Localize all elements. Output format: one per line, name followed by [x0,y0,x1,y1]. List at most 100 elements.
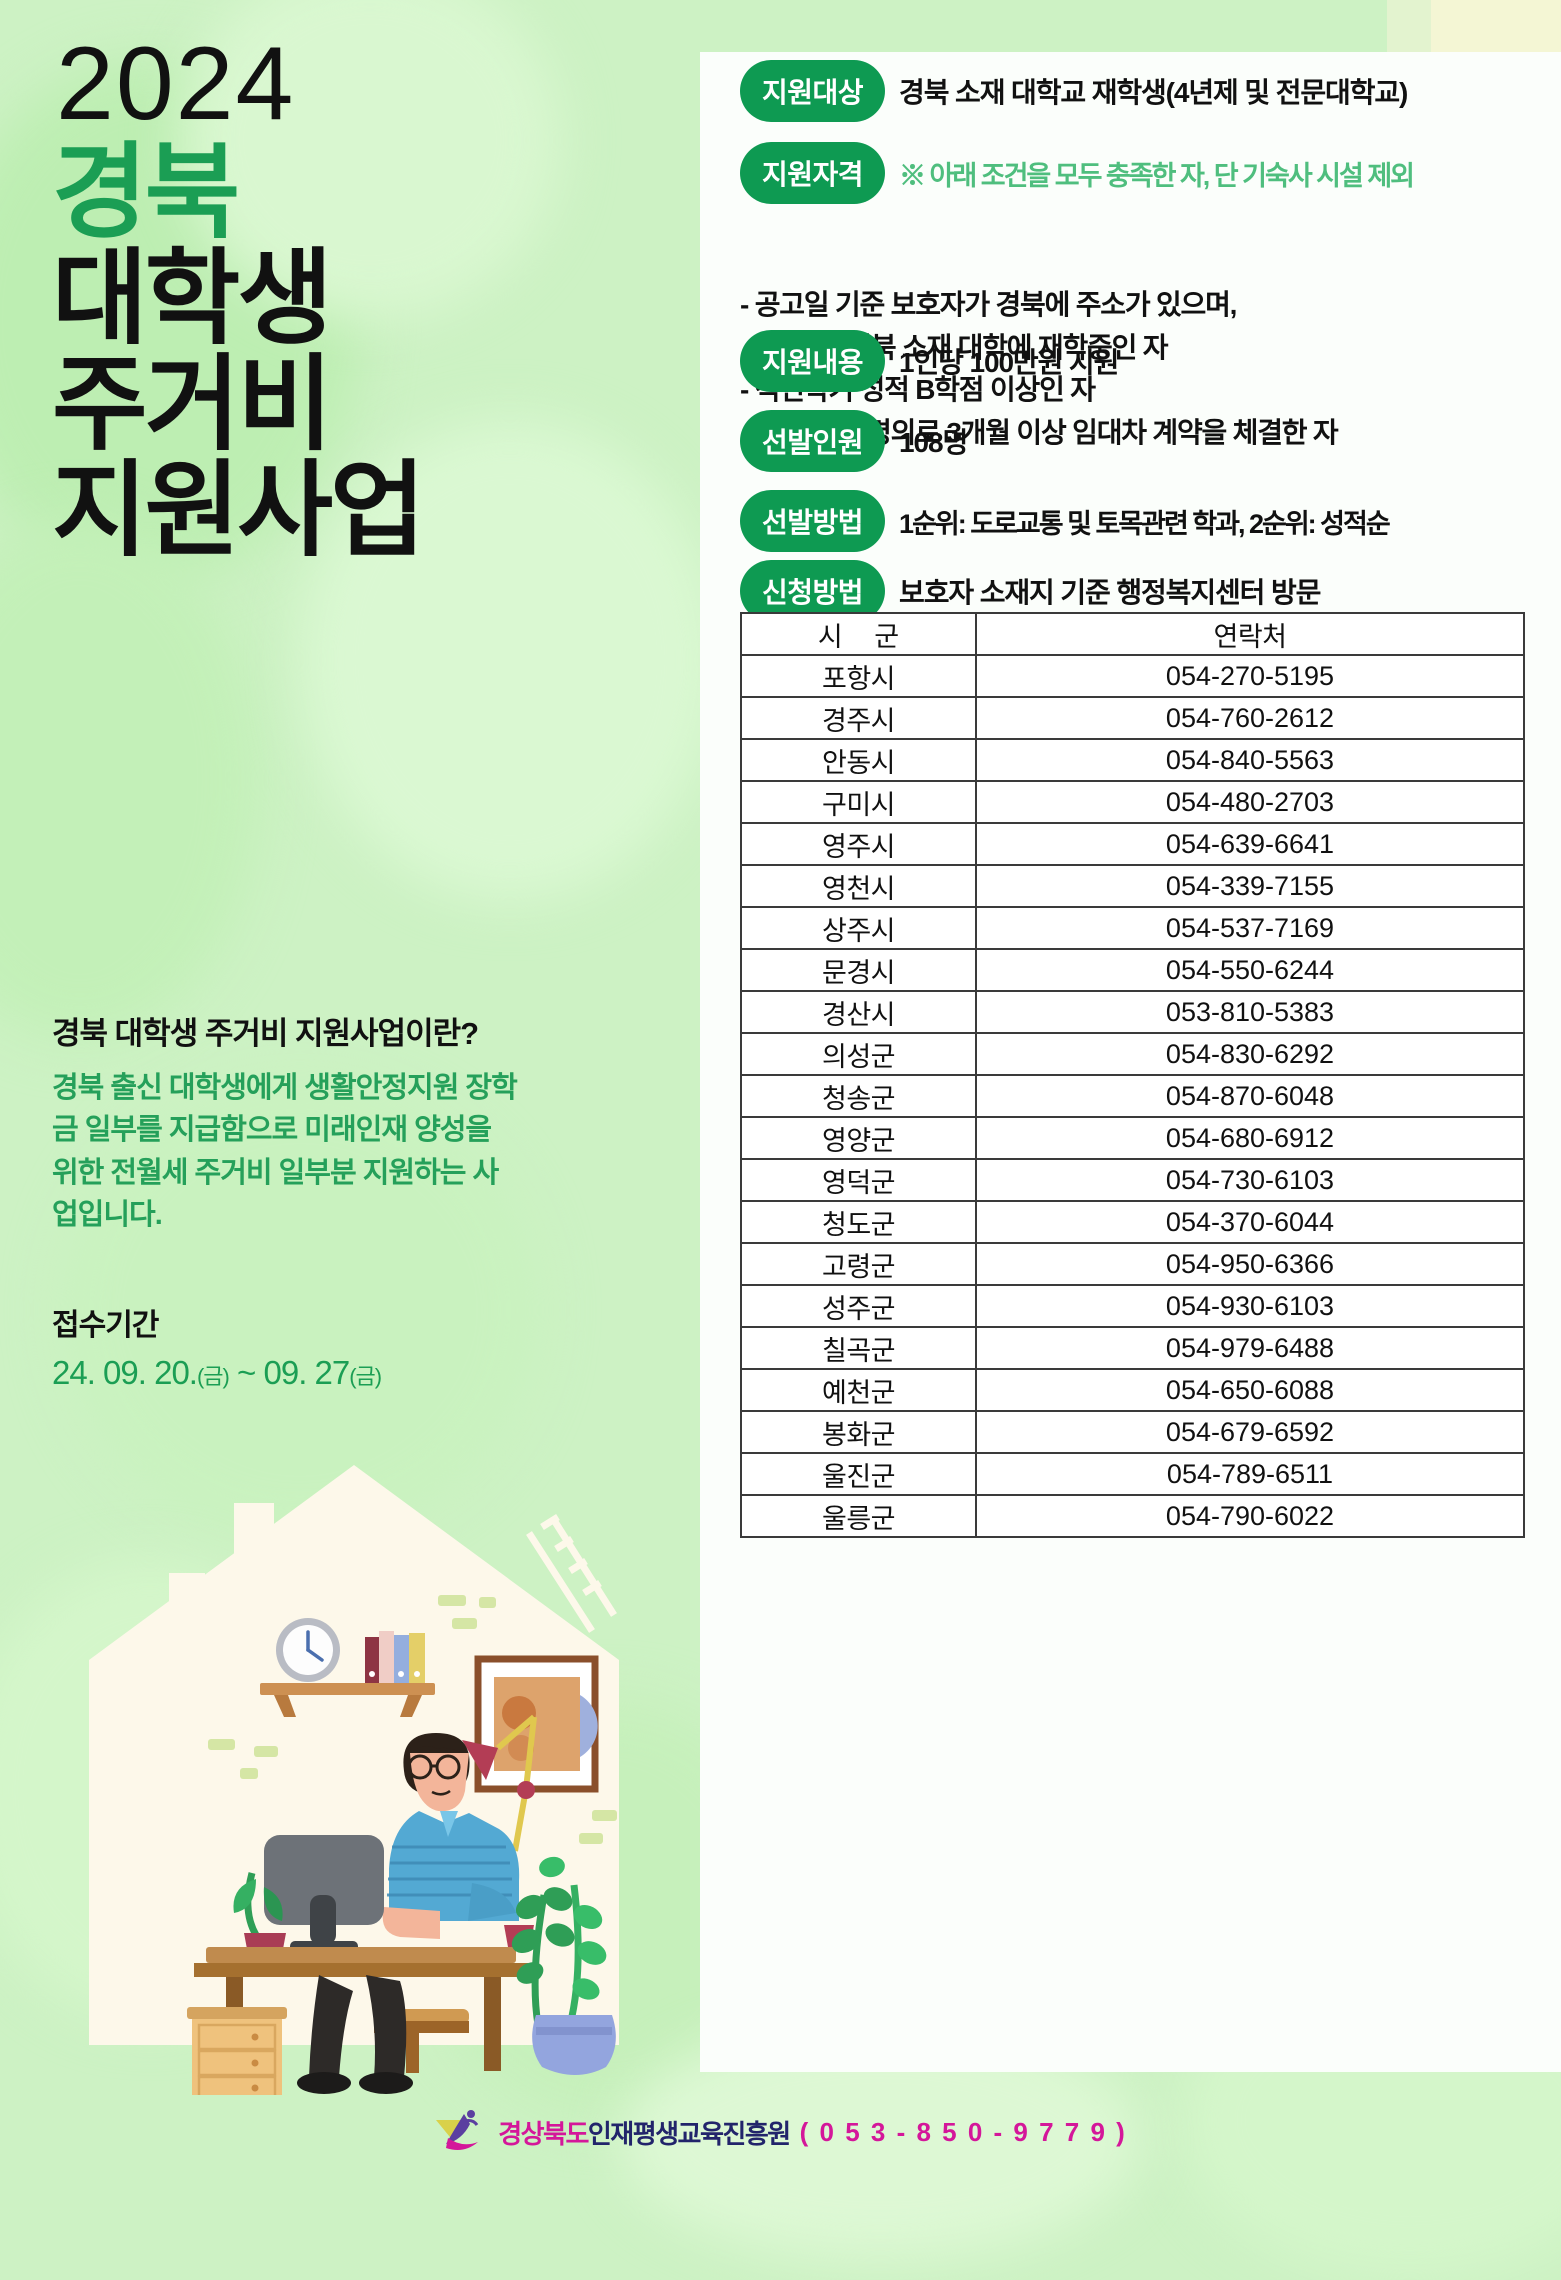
cell-sigun: 포항시 [740,654,977,698]
table-row: 경산시 053-810-5383 [740,990,1525,1034]
table-row: 상주시 054-537-7169 [740,906,1525,950]
cell-contact: 054-650-6088 [975,1368,1525,1412]
cell-contact: 054-870-6048 [975,1074,1525,1118]
cell-sigun: 구미시 [740,780,977,824]
period-end: 09. 27 [263,1354,350,1391]
corner-accent-green [1387,0,1431,58]
header-sigun: 시 군 [740,612,977,656]
cell-sigun: 울릉군 [740,1494,977,1538]
cell-sigun: 봉화군 [740,1410,977,1454]
cell-contact: 054-537-7169 [975,906,1525,950]
cell-contact: 054-789-6511 [975,1452,1525,1496]
target-value: 경북 소재 대학교 재학생(4년제 및 전문대학교) [899,77,1408,108]
eligibility-value: ※ 아래 조건을 모두 충족한 자, 단 기숙사 시설 제외 [899,160,1415,191]
cell-contact: 053-810-5383 [975,990,1525,1034]
table-row: 의성군 054-830-6292 [740,1032,1525,1076]
table-row: 영덕군 054-730-6103 [740,1158,1525,1202]
cell-contact: 054-830-6292 [975,1032,1525,1076]
cell-sigun: 칠곡군 [740,1326,977,1370]
title-line-4: 지원사업 [52,453,426,570]
cell-contact: 054-679-6592 [975,1410,1525,1454]
cell-contact: 054-790-6022 [975,1494,1525,1538]
title-line-3: 주거비 [52,347,333,464]
contact-table: 시 군 연락처 포항시 054-270-5195 경주시 054-760-2612 안동… [740,612,1525,1538]
table-row: 청송군 054-870-6048 [740,1074,1525,1118]
period-start-dow: (금) [196,1364,230,1389]
cell-contact: 054-639-6641 [975,822,1525,866]
contact-table-body: 포항시 054-270-5195 경주시 054-760-2612 안동시 054-840… [740,654,1525,1538]
condition-item: - 공고일 기준 보호자가 경북에 주소가 있으며, [740,289,1237,320]
table-row: 성주군 054-930-6103 [740,1284,1525,1328]
cell-sigun: 의성군 [740,1032,977,1076]
pill-method-label: 선발방법 [740,490,886,552]
cell-contact: 054-339-7155 [975,864,1525,908]
period-separator: ~ [228,1354,264,1391]
content-value: 1인당 100만원 지원 [899,347,1119,378]
table-row: 영주시 054-639-6641 [740,822,1525,866]
cell-contact: 054-930-6103 [975,1284,1525,1328]
cell-sigun: 고령군 [740,1242,977,1286]
cell-sigun: 문경시 [740,948,977,992]
table-row: 문경시 054-550-6244 [740,948,1525,992]
apply-value: 보호자 소재지 기준 행정복지센터 방문 [899,577,1321,608]
cell-sigun: 영덕군 [740,1158,977,1202]
cell-sigun: 영주시 [740,822,977,866]
title-line-1: 경북 [52,135,240,251]
cell-sigun: 영천시 [740,864,977,908]
title-line-2: 대학생 [52,241,333,358]
poster-year: 2024 [56,26,296,142]
cell-contact: 054-730-6103 [975,1158,1525,1202]
cell-sigun: 영양군 [740,1116,977,1160]
cell-contact: 054-760-2612 [975,696,1525,740]
footer: 경상북도 인재평생교육진흥원 ( 0 5 3 - 8 5 0 - 9 7 7 9… [0,2097,1561,2167]
footer-org: 경상북도 [498,2118,589,2149]
footer-telephone: ( 0 5 3 - 8 5 0 - 9 7 7 9 ) [799,2116,1127,2147]
table-row: 포항시 054-270-5195 [740,654,1525,698]
pill-eligibility-label: 지원자격 [740,142,886,204]
info-row-target: 지원대상 경북 소재 대학교 재학생(4년제 및 전문대학교) [740,60,1408,122]
cell-contact: 054-979-6488 [975,1326,1525,1370]
right-info-panel: 지원대상 경북 소재 대학교 재학생(4년제 및 전문대학교) 지원자격 ※ 아… [700,52,1561,2072]
period-heading: 접수기간 [52,1309,159,1342]
about-heading: 경북 대학생 주거비 지원사업이란? [52,1016,479,1051]
cell-contact: 054-370-6044 [975,1200,1525,1244]
cell-contact: 054-270-5195 [975,654,1525,698]
cell-sigun: 청도군 [740,1200,977,1244]
home-study-illustration [89,1465,619,2095]
cell-sigun: 안동시 [740,738,977,782]
method-value: 1순위: 도로교통 및 토목관련 학과, 2순위: 성적순 [899,508,1391,539]
table-row: 안동시 054-840-5563 [740,738,1525,782]
application-period-section: 접수기간 24. 09. 20.(금) ~ 09. 27(금) [52,1300,522,1392]
cell-contact: 054-680-6912 [975,1116,1525,1160]
left-column: 2024 경북 대학생 주거비 지원사업 경북 대학생 주거비 지원사업이란? … [0,0,700,2185]
about-section: 경북 대학생 주거비 지원사업이란? 경북 출신 대학생에게 생활안정지원 장학… [52,1008,522,1236]
pill-content-label: 지원내용 [740,330,886,392]
table-row: 청도군 054-370-6044 [740,1200,1525,1244]
info-row-eligibility: 지원자격 ※ 아래 조건을 모두 충족한 자, 단 기숙사 시설 제외 [740,142,1415,204]
footer-institute: 인재평생교육진흥원 [587,2118,791,2149]
cell-sigun: 경산시 [740,990,977,1034]
institute-logo-icon [436,2110,479,2150]
info-row-quota: 선발인원 108명 [740,410,968,472]
period-end-dow: (금) [349,1364,382,1389]
period-start: 24. 09. 20. [52,1354,198,1391]
cell-contact: 054-480-2703 [975,780,1525,824]
pill-apply-label: 신청방법 [740,560,886,622]
cell-sigun: 상주시 [740,906,977,950]
cell-contact: 054-550-6244 [975,948,1525,992]
cell-sigun: 성주군 [740,1284,977,1328]
table-row: 울진군 054-789-6511 [740,1452,1525,1496]
table-row: 영천시 054-339-7155 [740,864,1525,908]
cell-contact: 054-950-6366 [975,1242,1525,1286]
table-header-row: 시 군 연락처 [740,612,1525,656]
table-row: 봉화군 054-679-6592 [740,1410,1525,1454]
info-row-content: 지원내용 1인당 100만원 지원 [740,330,1119,392]
info-row-apply: 신청방법 보호자 소재지 기준 행정복지센터 방문 [740,560,1321,622]
quota-value: 108명 [899,427,968,458]
table-row: 구미시 054-480-2703 [740,780,1525,824]
table-row: 칠곡군 054-979-6488 [740,1326,1525,1370]
cell-sigun: 경주시 [740,696,977,740]
cell-sigun: 예천군 [740,1368,977,1412]
table-row: 울릉군 054-790-6022 [740,1494,1525,1538]
info-row-method: 선발방법 1순위: 도로교통 및 토목관련 학과, 2순위: 성적순 [740,490,1391,552]
